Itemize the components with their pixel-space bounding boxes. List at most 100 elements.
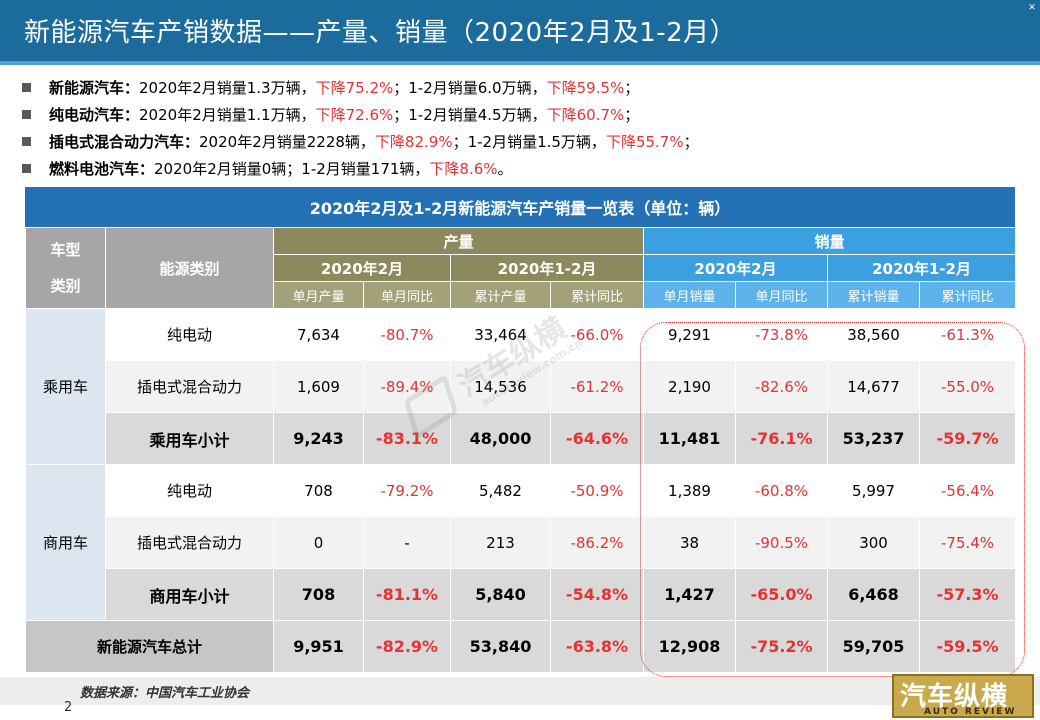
bullet-label: 插电式混合动力汽车： [49, 133, 200, 151]
corner-mark-icon: ✕ [1028, 3, 1036, 13]
table-cell: 48,000 [450, 412, 551, 465]
header-cum-sales-yoy: 累计同比 [919, 281, 1017, 309]
table-cell: 7,634 [273, 308, 364, 361]
table-cell: -79.2% [363, 464, 451, 517]
logo-text: 汽车纵横 [900, 682, 1009, 712]
table-cell: -61.3% [919, 308, 1017, 361]
table-cell: 1,609 [273, 360, 364, 413]
bullet-text: 2020年2月销量0辆；1-2月销量171辆， [154, 160, 430, 178]
bullet-text: ；1-2月销量4.5万辆， [393, 106, 547, 124]
bullet-end: ； [624, 106, 640, 124]
table-cell: 59,705 [827, 620, 921, 673]
table-cell: -65.0% [735, 568, 829, 621]
bullet-label: 燃料电池汽车： [49, 160, 155, 178]
header-month-production: 单月产量 [273, 281, 364, 309]
table-cell: 1,389 [643, 464, 737, 517]
page-title: 新能源汽车产销数据——产量、销量（2020年2月及1-2月） [24, 18, 737, 48]
header-prod-feb: 2020年2月 [273, 254, 451, 282]
bullet-decline: 下降82.9% [374, 133, 453, 151]
table-cell: 5,482 [450, 464, 551, 517]
title-divider [0, 61, 1040, 65]
table-cell: 11,481 [643, 412, 737, 465]
group-label-passenger: 乘用车 [25, 308, 106, 465]
group-label-commercial: 商用车 [25, 464, 106, 621]
bullet-end: 。 [497, 160, 513, 178]
table-cell: -64.6% [549, 412, 645, 465]
header-month-sales: 单月销量 [643, 281, 737, 309]
table-cell: 14,536 [450, 360, 551, 413]
table-cell: -55.0% [919, 360, 1017, 413]
table-cell: 1,427 [643, 568, 737, 621]
row-label: 乘用车小计 [105, 412, 274, 465]
sales-table-container: 2020年2月及1-2月新能源汽车产销量一览表（单位：辆） 车型 类别 能源类别 … [25, 187, 1017, 673]
header-cum-production: 累计产量 [450, 281, 551, 309]
table-row: 插电式混合动力 0 - 213 -86.2% 38 -90.5% 300 -75… [26, 516, 1017, 569]
header-cum-sales: 累计销量 [827, 281, 921, 309]
bullet-label: 新能源汽车： [49, 79, 140, 97]
table-row: 商用车 纯电动 708 -79.2% 5,482 -50.9% 1,389 -6… [25, 464, 1017, 621]
header-prod-janfeb: 2020年1-2月 [449, 254, 645, 282]
table-cell: -56.4% [919, 464, 1017, 517]
bullet-decline: 下降75.2% [315, 79, 394, 97]
subtotal-row: 商用车小计 708 -81.1% 5,840 -54.8% 1,427 -65.… [26, 568, 1017, 621]
bullet-text: ；1-2月销量6.0万辆， [393, 79, 547, 97]
bullet-item: 新能源汽车： 2020年2月销量1.3万辆， 下降75.2% ；1-2月销量6.… [22, 74, 1022, 101]
total-row: 新能源汽车总计 9,951 -82.9% 53,840 -63.8% 12,90… [25, 620, 1017, 673]
table-cell: 9,951 [273, 620, 364, 673]
bullet-square-icon [22, 83, 31, 92]
bullet-label: 纯电动汽车： [49, 106, 140, 124]
title-bar: 新能源汽车产销数据——产量、销量（2020年2月及1-2月） ✕ [0, 0, 1040, 65]
header-sales: 销量 [643, 227, 1017, 255]
row-label: 纯电动 [105, 308, 274, 361]
bullet-decline: 下降8.6% [429, 160, 498, 178]
bullet-item: 插电式混合动力汽车： 2020年2月销量2228辆， 下降82.9% ；1-2月… [22, 128, 1022, 155]
table-cell: -59.5% [919, 620, 1017, 673]
bullet-square-icon [22, 137, 31, 146]
table-cell: -82.6% [735, 360, 829, 413]
bullet-text: ；1-2月销量1.5万辆， [452, 133, 606, 151]
table-cell: 708 [273, 464, 364, 517]
bullet-decline: 下降72.6% [315, 106, 394, 124]
table-row: 插电式混合动力 1,609 -89.4% 14,536 -61.2% 2,190… [26, 360, 1017, 413]
summary-bullets: 新能源汽车： 2020年2月销量1.3万辆， 下降75.2% ；1-2月销量6.… [22, 74, 1022, 182]
header-cum-prod-yoy: 累计同比 [549, 281, 645, 309]
data-source: 数据来源：中国汽车工业协会 [80, 686, 250, 701]
table-cell: 12,908 [643, 620, 737, 673]
table-cell: -57.3% [919, 568, 1017, 621]
table-cell: -75.4% [919, 516, 1017, 569]
table-cell: 300 [827, 516, 921, 569]
table-cell: -60.8% [735, 464, 829, 517]
row-label: 商用车小计 [105, 568, 274, 621]
bullet-square-icon [22, 164, 31, 173]
bullet-decline: 下降60.7% [546, 106, 625, 124]
bullet-end: ； [624, 79, 640, 97]
table-cell: -50.9% [549, 464, 645, 517]
total-label: 新能源汽车总计 [25, 620, 274, 673]
table-cell: -83.1% [363, 412, 451, 465]
bullet-text: 2020年2月销量1.3万辆， [139, 79, 316, 97]
table-cell: 708 [273, 568, 364, 621]
table-cell: -86.2% [549, 516, 645, 569]
bullet-text: 2020年2月销量2228辆， [199, 133, 375, 151]
table-cell: 53,840 [450, 620, 551, 673]
table-cell: 6,468 [827, 568, 921, 621]
row-label: 纯电动 [105, 464, 274, 517]
table-cell: 213 [450, 516, 551, 569]
bullet-end: ； [683, 133, 699, 151]
table-cell: -73.8% [735, 308, 829, 361]
header-month-prod-yoy: 单月同比 [363, 281, 451, 309]
table-cell: -75.2% [735, 620, 829, 673]
table-cell: -61.2% [549, 360, 645, 413]
row-label: 插电式混合动力 [105, 516, 274, 569]
table-cell: -89.4% [363, 360, 451, 413]
page-number: 2 [64, 700, 73, 715]
table-cell: 5,840 [450, 568, 551, 621]
table-cell: 5,997 [827, 464, 921, 517]
header-vehicle-type: 车型 类别 [25, 227, 106, 309]
bullet-text: 2020年2月销量1.1万辆， [139, 106, 316, 124]
table-cell: -80.7% [363, 308, 451, 361]
bullet-decline: 下降59.5% [546, 79, 625, 97]
subtotal-row: 乘用车小计 9,243 -83.1% 48,000 -64.6% 11,481 … [26, 412, 1017, 465]
table-cell: 53,237 [827, 412, 921, 465]
bullet-decline: 下降55.7% [605, 133, 684, 151]
